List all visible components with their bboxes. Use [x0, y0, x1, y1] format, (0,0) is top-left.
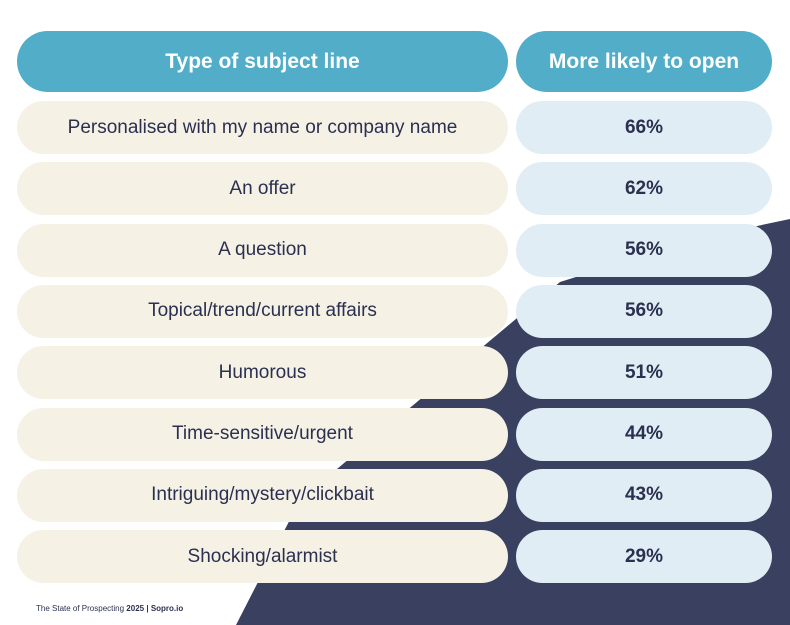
- open-rate-value: 62%: [516, 162, 772, 216]
- open-rate-value: 43%: [516, 468, 772, 522]
- open-rate-value: 29%: [516, 530, 772, 584]
- table-row: Humorous 51%: [17, 346, 772, 400]
- open-rate-value: 66%: [516, 101, 772, 154]
- open-rate-value: 56%: [516, 223, 772, 277]
- table-row: Topical/trend/current affairs 56%: [17, 284, 772, 338]
- footer-separator: |: [146, 604, 149, 613]
- table-row: Intriguing/mystery/clickbait 43%: [17, 468, 772, 522]
- subject-line-label: A question: [17, 223, 508, 277]
- table-row: Personalised with my name or company nam…: [17, 101, 772, 154]
- footer-brand: Sopro.io: [150, 604, 184, 613]
- table-row: An offer 62%: [17, 162, 772, 216]
- subject-line-label: Intriguing/mystery/clickbait: [17, 468, 508, 522]
- subject-line-label: Topical/trend/current affairs: [17, 284, 508, 338]
- header-likely-to-open: More likely to open: [516, 31, 772, 92]
- footer-year: 2025: [126, 604, 145, 613]
- header-subject-line: Type of subject line: [17, 31, 508, 92]
- footer-credit: The State of Prospecting 2025 | Sopro.io: [36, 604, 183, 613]
- table-row: Shocking/alarmist 29%: [17, 530, 772, 584]
- subject-line-label: Humorous: [17, 346, 508, 400]
- open-rate-value: 44%: [516, 407, 772, 461]
- footer-prefix: The State of Prospecting: [36, 604, 125, 613]
- table-header: Type of subject line More likely to open: [17, 31, 772, 92]
- subject-line-label: Shocking/alarmist: [17, 530, 508, 584]
- subject-line-label: Time-sensitive/urgent: [17, 407, 508, 461]
- table-row: Time-sensitive/urgent 44%: [17, 407, 772, 461]
- subject-line-label: Personalised with my name or company nam…: [17, 101, 508, 154]
- open-rate-value: 56%: [516, 284, 772, 338]
- open-rate-value: 51%: [516, 346, 772, 400]
- table-row: A question 56%: [17, 223, 772, 277]
- subject-line-label: An offer: [17, 162, 508, 216]
